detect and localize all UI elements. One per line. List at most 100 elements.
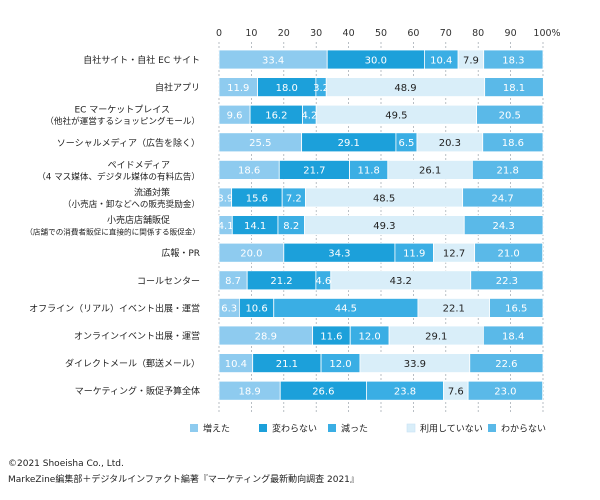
legend-label-0: 増えた <box>203 423 230 435</box>
x-tick-label-5: 50 <box>375 28 387 39</box>
data-label-r10-s4: 18.4 <box>502 331 524 342</box>
x-tick-label-7: 70 <box>440 28 452 39</box>
data-label-r6-s2: 8.2 <box>283 221 299 232</box>
bar-segment-r8-s4 <box>470 270 544 291</box>
source-text: MarkeZine編集部＋デジタルインファクト編著『マーケティング最新動向調査 … <box>8 475 359 485</box>
legend-swatch-2 <box>328 424 336 432</box>
data-label-r11-s2: 12.0 <box>329 359 351 370</box>
x-tick-label-6: 60 <box>407 28 419 39</box>
x-tick-label-1: 10 <box>245 28 257 39</box>
category-label-7: 広報・PR <box>161 247 200 259</box>
data-label-r2-s3: 49.5 <box>385 111 407 122</box>
bar-segment-r12-s4 <box>467 380 544 401</box>
legend-swatch-1 <box>259 424 267 432</box>
data-label-r1-s0: 11.9 <box>227 83 249 94</box>
data-label-r12-s2: 23.8 <box>394 387 416 398</box>
category-label-4: ペイドメディア <box>108 159 170 171</box>
data-label-r6-s1: 14.1 <box>244 221 266 232</box>
data-label-r5-s4: 24.7 <box>492 193 514 204</box>
data-label-r2-s4: 20.5 <box>499 111 521 122</box>
bar-segment-r4-s4 <box>471 159 544 180</box>
data-label-r8-s0: 8.7 <box>225 276 241 287</box>
data-label-r3-s0: 25.5 <box>249 138 271 149</box>
legend-label-2: 減った <box>341 423 368 435</box>
data-label-r5-s0: 3.9 <box>217 193 233 204</box>
x-tick-label-2: 20 <box>278 28 290 39</box>
data-label-r4-s0: 18.6 <box>238 166 260 177</box>
data-label-r9-s0: 6.3 <box>221 304 237 315</box>
data-label-r4-s2: 11.8 <box>358 166 380 177</box>
data-label-r3-s4: 18.6 <box>502 138 524 149</box>
x-tick-label-3: 30 <box>310 28 322 39</box>
data-label-r8-s3: 43.2 <box>390 276 412 287</box>
bar-segment-r3-s4 <box>482 132 544 153</box>
data-label-r11-s1: 21.1 <box>276 359 298 370</box>
category-sublabel-2: （他社が運営するショッピングモール） <box>45 115 200 127</box>
data-label-r2-s0: 9.6 <box>227 111 243 122</box>
data-label-r10-s3: 29.1 <box>425 331 447 342</box>
bar-segment-r9-s4 <box>489 297 544 318</box>
data-label-r4-s1: 21.7 <box>303 166 325 177</box>
data-label-r9-s4: 16.5 <box>505 304 527 315</box>
category-label-0: 自社サイト・自社 EC サイト <box>83 54 200 66</box>
category-label-8: コールセンター <box>137 276 200 287</box>
category-label-10: オンラインイベント出展・運営 <box>74 330 200 342</box>
data-label-r1-s3: 48.9 <box>394 83 416 94</box>
legend-swatch-0 <box>190 424 198 432</box>
bar-segment-r6-s4 <box>463 215 544 236</box>
bar-segment-r7-s4 <box>474 242 544 263</box>
data-label-r1-s1: 18.0 <box>276 83 298 94</box>
data-label-r5-s1: 15.6 <box>246 193 268 204</box>
legend-label-3: 利用していない <box>420 423 483 435</box>
data-label-r12-s3: 7.6 <box>448 387 464 398</box>
x-tick-label-10: 100% <box>533 28 560 39</box>
category-sublabel-6: （店舗での消費者販促に直接的に関係する販促金） <box>25 227 200 237</box>
data-label-r3-s3: 20.3 <box>439 138 461 149</box>
data-label-r1-s4: 18.1 <box>503 83 525 94</box>
data-label-r6-s4: 24.3 <box>493 221 515 232</box>
data-label-r10-s0: 28.9 <box>255 331 277 342</box>
data-label-r8-s2: 4.6 <box>315 276 331 287</box>
x-tick-label-9: 90 <box>505 28 517 39</box>
data-label-r5-s3: 48.5 <box>373 193 395 204</box>
category-label-5: 流通対策 <box>134 187 170 199</box>
bar-segment-r2-s4 <box>476 104 544 125</box>
data-label-r4-s4: 21.8 <box>497 166 519 177</box>
data-label-r12-s4: 23.0 <box>494 387 516 398</box>
data-label-r9-s2: 44.5 <box>335 304 357 315</box>
data-label-r7-s3: 12.7 <box>443 249 465 260</box>
bar-segment-r1-s4 <box>484 77 544 97</box>
data-label-r7-s4: 21.0 <box>498 249 520 260</box>
legend-swatch-3 <box>406 423 416 433</box>
copyright-text: ©2021 Shoeisha Co., Ltd. <box>8 459 124 469</box>
data-label-r6-s0: 4.1 <box>218 221 234 232</box>
data-label-r6-s3: 49.3 <box>373 221 395 232</box>
data-label-r8-s4: 22.3 <box>496 276 518 287</box>
data-label-r8-s1: 21.2 <box>270 276 292 287</box>
data-label-r11-s0: 10.4 <box>225 359 247 370</box>
category-sublabel-4: （4 マス媒体、デジタル媒体の有料広告） <box>37 170 200 182</box>
bar-segment-r10-s4 <box>482 325 544 346</box>
data-label-r0-s0: 33.4 <box>262 55 284 66</box>
data-label-r2-s2: 4.2 <box>301 111 317 122</box>
x-tick-label-8: 80 <box>472 28 484 39</box>
x-tick-label-0: 0 <box>216 28 222 39</box>
category-label-3: ソーシャルメディア（広告を除く） <box>57 137 200 149</box>
data-label-r7-s1: 34.3 <box>328 249 350 260</box>
bar-segment-r11-s4 <box>469 353 544 374</box>
bar-segment-r5-s4 <box>462 187 544 208</box>
category-sublabel-5: （小売店・卸などへの販売奨励金） <box>63 198 200 210</box>
x-tick-label-4: 40 <box>343 28 355 39</box>
data-label-r11-s4: 22.6 <box>495 359 517 370</box>
data-label-r5-s2: 7.2 <box>286 193 302 204</box>
data-label-r10-s2: 12.0 <box>359 331 381 342</box>
data-label-r1-s2: 3.2 <box>313 83 329 94</box>
data-label-r0-s3: 7.9 <box>463 55 479 66</box>
category-label-12: マーケティング・販促予算全体 <box>75 385 200 397</box>
data-label-r0-s4: 18.3 <box>502 55 524 66</box>
bar-segment-r0-s4 <box>483 49 544 70</box>
data-label-r3-s2: 6.5 <box>398 138 414 149</box>
category-label-6: 小売店店舗販促 <box>107 214 170 226</box>
category-label-9: オフライン（リアル）イベント出展・運営 <box>29 302 200 314</box>
